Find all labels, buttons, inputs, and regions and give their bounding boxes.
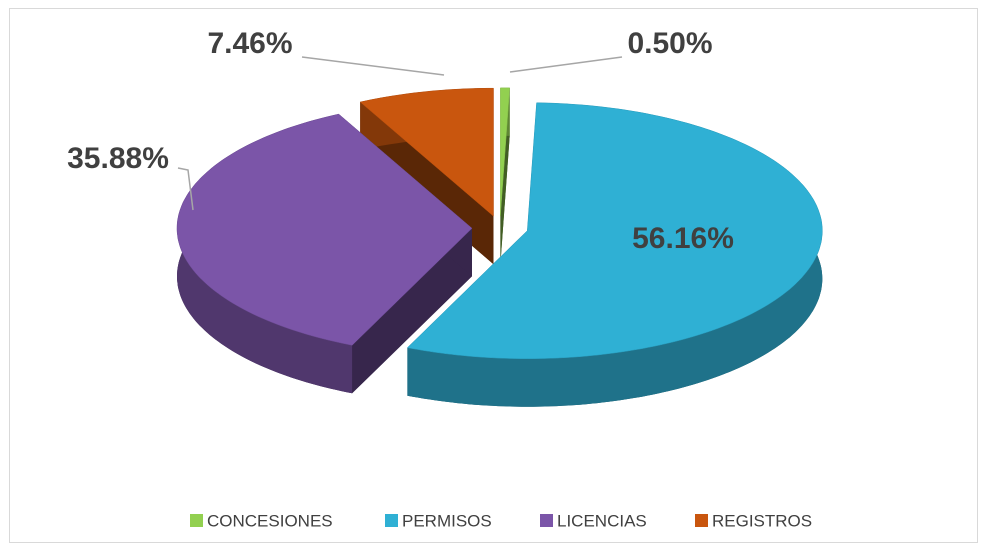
data-label: 7.46% <box>207 27 292 60</box>
slice <box>176 113 473 346</box>
legend-label: LICENCIAS <box>557 511 647 530</box>
legend-marker <box>385 514 398 527</box>
leader-line <box>301 56 445 76</box>
legend-label: PERMISOS <box>402 511 492 530</box>
data-label: 56.16% <box>632 222 734 255</box>
legend-marker <box>540 514 553 527</box>
slice-wall <box>352 228 472 394</box>
slice <box>500 87 510 216</box>
legend-marker <box>695 514 708 527</box>
legend-label: REGISTROS <box>712 511 812 530</box>
legend-label: CONCESIONES <box>207 511 333 530</box>
data-label: 0.50% <box>627 27 712 60</box>
data-label: 35.88% <box>67 142 169 175</box>
leader-line <box>177 167 194 211</box>
legend-marker <box>190 514 203 527</box>
slice <box>359 87 494 217</box>
leader-line <box>509 56 623 73</box>
slice <box>406 102 823 359</box>
